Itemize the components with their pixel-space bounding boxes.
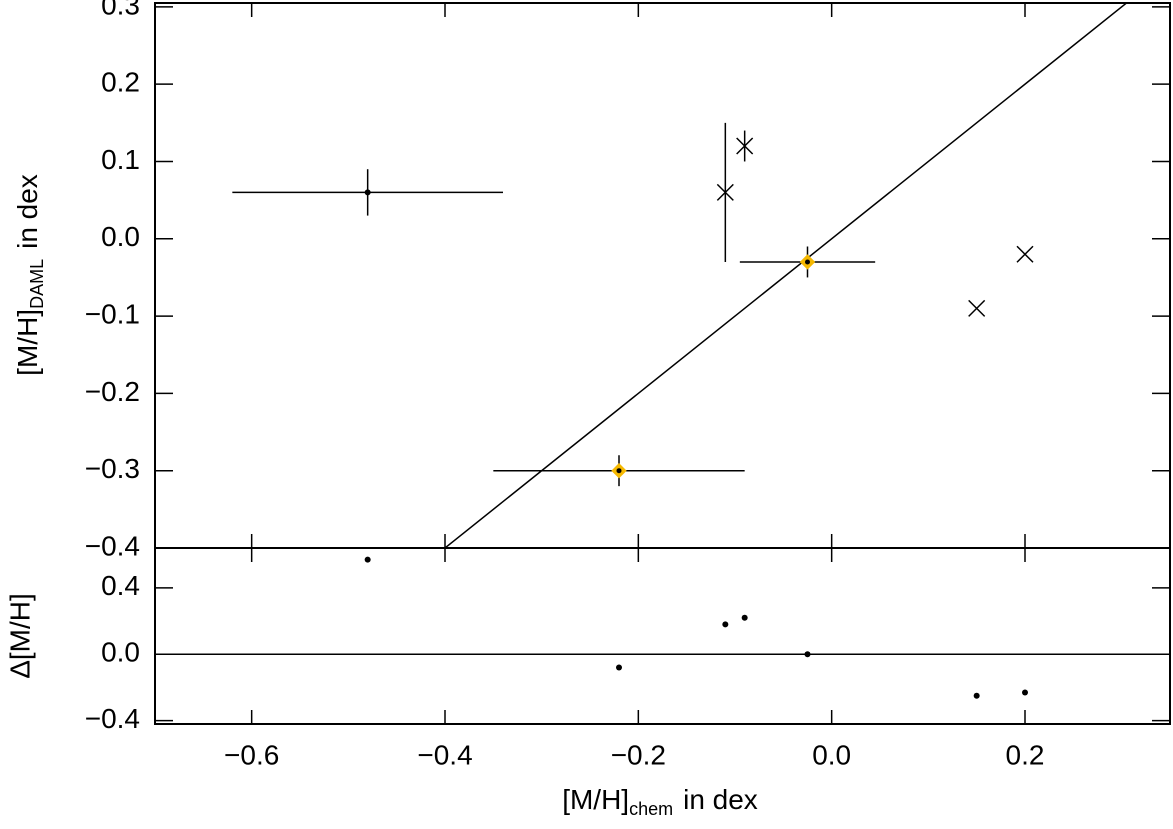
x-tick-label: 0.2 [1006, 739, 1045, 770]
residual-point [722, 621, 729, 628]
residual-point [1022, 689, 1028, 696]
y-label-rest: in dex [12, 174, 43, 249]
cross-marker [968, 299, 986, 317]
plot-frame [154, 2, 1171, 549]
x-tick-label: −0.6 [224, 739, 279, 770]
residual-point [741, 614, 748, 621]
diamond-center [805, 259, 810, 265]
x-axis-label: [M/H]chem in dex [562, 784, 758, 818]
x-label-sub: chem [629, 799, 673, 819]
residual-point [364, 556, 371, 563]
y-tick-label: 0.2 [101, 67, 140, 98]
y-tick-label: 0.4 [101, 570, 140, 601]
y-label-main: [M/H] [12, 309, 43, 376]
cross-marker [736, 137, 754, 155]
y-tick-label: −0.4 [85, 703, 140, 734]
y-tick-label: 0.3 [101, 0, 140, 20]
x-tick-label: −0.2 [611, 739, 666, 770]
plot-area [232, 3, 1128, 548]
cross-marker [1016, 245, 1034, 263]
dot-marker [364, 189, 371, 196]
plot-area [155, 556, 1170, 699]
y-axis-label: Δ[M/H] [4, 593, 35, 679]
x-tick-label: −0.4 [417, 739, 472, 770]
y-tick-label: −0.3 [85, 453, 140, 484]
residual-point [616, 664, 622, 671]
cross-marker [716, 183, 734, 201]
x-label-rest: in dex [683, 784, 758, 815]
y-tick-label: −0.4 [85, 530, 140, 561]
plot-frame [154, 547, 1171, 725]
x-label-main: [M/H] [562, 784, 629, 815]
diamond-center [616, 468, 622, 474]
residual-point [804, 651, 811, 658]
residual-point [973, 692, 980, 699]
y-tick-label: −0.2 [85, 376, 140, 407]
y-tick-label: −0.1 [85, 298, 140, 329]
y-axis-label: [M/H]DAML in dex [12, 174, 46, 376]
one-to-one-line [443, 3, 1128, 548]
x-tick-label: 0.0 [812, 739, 851, 770]
y-tick-label: 0.0 [101, 637, 140, 668]
y-tick-label: 0.0 [101, 221, 140, 252]
y-tick-label: 0.1 [101, 144, 140, 175]
y-label-sub: DAML [27, 259, 47, 309]
